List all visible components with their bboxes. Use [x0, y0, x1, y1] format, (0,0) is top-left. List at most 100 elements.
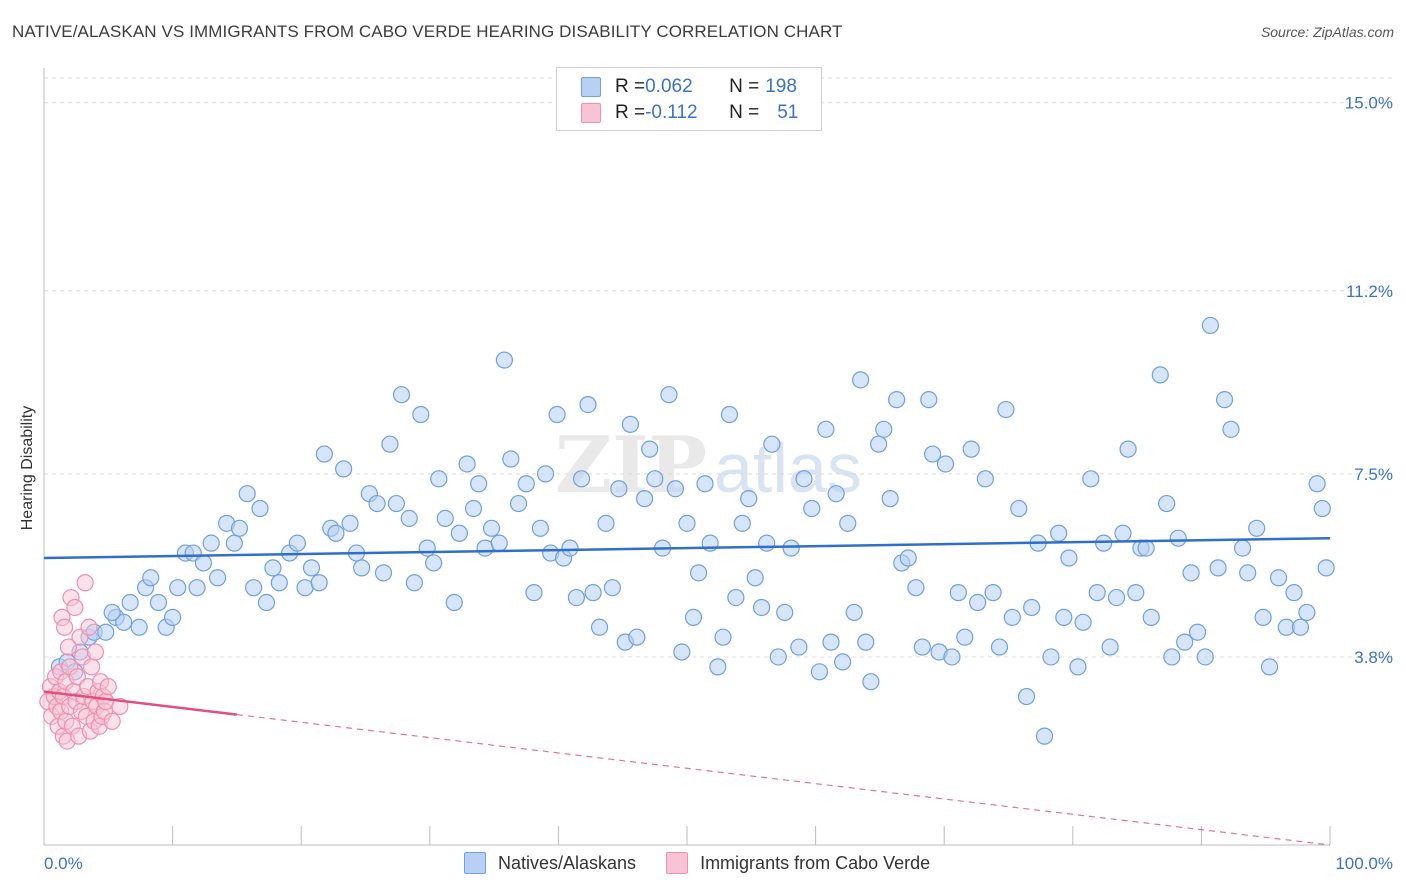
data-point-natives [920, 391, 938, 409]
data-point-natives [810, 663, 829, 681]
series-natives-points [50, 316, 1335, 745]
data-point-natives [412, 405, 430, 424]
data-point-natives [621, 415, 640, 433]
data-point-natives [392, 386, 411, 404]
legend-label-caboverde: Immigrants from Cabo Verde [700, 852, 931, 873]
data-point-caboverde [86, 643, 105, 661]
data-point-natives [121, 593, 139, 612]
data-point-natives [1176, 633, 1194, 651]
data-point-natives [1313, 499, 1331, 518]
legend-swatch-caboverde [581, 103, 601, 123]
data-point-natives [875, 420, 893, 438]
data-point-natives [353, 559, 371, 577]
legend-item-caboverde[interactable]: Immigrants from Cabo Verde [666, 852, 930, 874]
data-point-natives [1163, 648, 1181, 666]
data-point-natives [405, 574, 423, 592]
data-point-natives [335, 460, 353, 478]
series-legend: Natives/Alaskans Immigrants from Cabo Ve… [464, 852, 960, 874]
data-point-natives [1158, 494, 1176, 513]
data-point-natives [470, 475, 488, 493]
trend-line-caboverde [43, 690, 238, 716]
data-point-natives [1127, 584, 1145, 602]
data-point-natives [597, 514, 615, 532]
data-point-natives [202, 534, 220, 552]
legend-swatch-caboverde [666, 852, 689, 874]
series-caboverde-points [39, 574, 129, 750]
data-point-natives [776, 603, 794, 622]
trend-line-caboverde-extension [236, 714, 1331, 846]
data-point-natives [689, 564, 708, 582]
data-point-natives [857, 633, 875, 651]
data-point-caboverde [59, 638, 78, 656]
legend-r-label: R = [615, 76, 646, 97]
data-point-natives [758, 534, 776, 552]
data-point-natives [436, 509, 454, 528]
data-point-natives [1222, 420, 1240, 438]
data-point-natives [1003, 608, 1021, 626]
legend-n-value: 198 [765, 76, 797, 97]
data-point-natives [990, 638, 1009, 656]
legend-row-natives: R = 0.062 N = 198 [581, 75, 797, 99]
data-point-natives [641, 440, 659, 458]
data-point-natives [673, 643, 691, 661]
data-point-natives [740, 490, 758, 508]
legend-n-value: 51 [777, 102, 799, 123]
data-point-natives [1169, 529, 1187, 547]
y-tick-label: 7.5% [1354, 465, 1393, 484]
data-point-natives [225, 534, 243, 552]
data-point-natives [97, 623, 115, 641]
data-point-natives [561, 539, 579, 557]
data-point-natives [696, 475, 714, 493]
data-point-natives [720, 405, 739, 424]
data-point-natives [194, 554, 213, 572]
data-point-natives [209, 569, 227, 587]
data-point-natives [238, 485, 256, 503]
legend-item-natives[interactable]: Natives/Alaskans [464, 852, 636, 874]
data-point-natives [1209, 559, 1227, 577]
x-tick-label: 100.0% [1335, 854, 1393, 873]
data-point-natives [852, 371, 870, 389]
data-point-natives [1269, 569, 1288, 587]
data-point-natives [230, 519, 249, 537]
data-point-natives [1142, 608, 1160, 626]
data-point-natives [509, 494, 528, 513]
data-point-natives [525, 584, 543, 602]
trend-line-natives [43, 536, 1331, 560]
data-point-natives [1088, 584, 1106, 602]
legend-swatch-natives [581, 77, 601, 97]
data-point-natives [572, 470, 591, 488]
data-point-natives [888, 391, 906, 409]
data-point-natives [997, 400, 1015, 419]
data-point-natives [1215, 391, 1234, 409]
data-point-natives [1182, 564, 1200, 582]
data-point-natives [984, 584, 1002, 602]
watermark: ZIP atlas [555, 420, 862, 511]
data-point-natives [302, 559, 321, 577]
data-point-natives [907, 579, 925, 597]
data-point-natives [714, 628, 732, 646]
data-point-natives [949, 584, 967, 602]
data-point-natives [822, 633, 840, 651]
legend-r-value: 0.062 [645, 76, 693, 97]
legend-n-label: N = [729, 76, 760, 97]
data-point-natives [684, 608, 703, 626]
data-point-natives [1196, 648, 1214, 666]
data-point-natives [733, 514, 751, 532]
data-point-natives [245, 579, 263, 597]
data-point-natives [1074, 613, 1092, 631]
data-point-natives [130, 618, 148, 636]
data-point-natives [536, 465, 555, 483]
data-point-natives [1137, 539, 1155, 557]
data-point-natives [149, 593, 168, 612]
data-point-caboverde [76, 574, 94, 592]
data-point-natives [381, 435, 399, 453]
legend-r-value: -0.112 [645, 102, 698, 123]
data-point-natives [795, 470, 813, 488]
watermark-zip: ZIP [555, 420, 707, 511]
data-point-natives [790, 638, 808, 656]
data-point-natives [1254, 608, 1272, 626]
data-point-natives [590, 618, 609, 636]
data-point-natives [827, 485, 845, 503]
data-point-natives [1114, 524, 1132, 542]
